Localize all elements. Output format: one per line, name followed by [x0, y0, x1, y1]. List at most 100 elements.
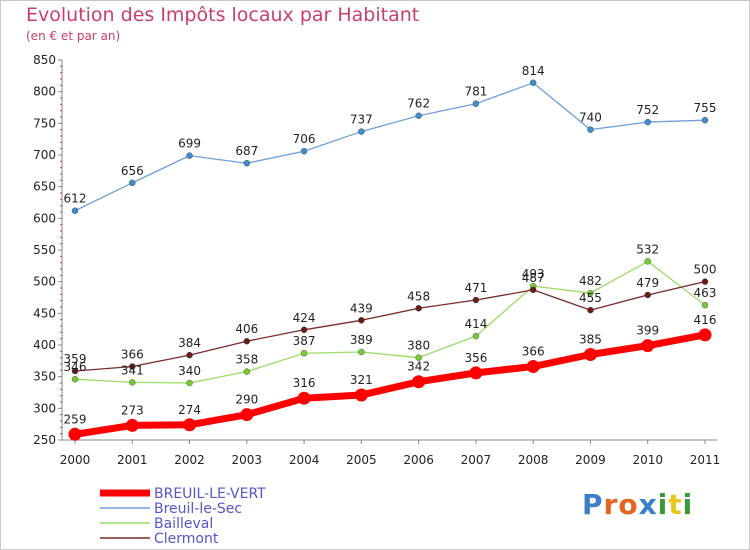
chart-title: Evolution des Impôts locaux par Habitant [26, 4, 420, 26]
data-label-breuil-le-vert: 416 [694, 313, 717, 327]
x-tick-label: 2002 [174, 453, 205, 467]
x-tick-label: 2006 [403, 453, 434, 467]
data-label-breuil-le-sec: 699 [178, 137, 201, 151]
data-label-bailleval: 389 [350, 333, 373, 347]
data-point-breuil-le-vert [68, 427, 82, 441]
data-label-breuil-le-sec: 737 [350, 113, 373, 127]
chart-subtitle: (en € et par an) [26, 29, 121, 43]
data-point-clermont [243, 338, 251, 345]
data-label-breuil-le-vert: 273 [121, 403, 144, 417]
data-point-bailleval [415, 354, 422, 361]
data-label-clermont: 439 [350, 301, 373, 315]
series-line-bailleval [74, 260, 706, 384]
data-label-bailleval: 482 [579, 274, 602, 288]
data-label-breuil-le-vert: 321 [350, 373, 373, 387]
data-label-breuil-le-vert: 290 [235, 393, 258, 407]
legend-label-bailleval: Bailleval [154, 516, 213, 532]
data-label-clermont: 479 [636, 276, 659, 290]
proxiti-logo: Proxiti [582, 488, 693, 521]
data-point-bailleval [300, 350, 308, 357]
y-tick-label: 500 [33, 275, 56, 289]
x-tick-label: 2007 [461, 453, 492, 467]
y-tick-label: 800 [33, 85, 56, 99]
x-tick-label: 2001 [117, 453, 148, 467]
axes: 250 300 350 400 450 500 550 600 650 700 750 800 850 2… [33, 53, 720, 467]
x-tick-label: 2010 [632, 453, 663, 467]
data-point-breuil-le-sec [300, 147, 308, 155]
data-label-bailleval: 346 [64, 360, 87, 374]
x-tick-label: 2011 [690, 453, 721, 467]
data-label-bailleval: 414 [464, 317, 487, 331]
data-point-clermont [358, 317, 365, 324]
data-label-clermont: 424 [293, 311, 316, 325]
data-point-breuil-le-sec [529, 79, 537, 87]
data-label-clermont: 487 [522, 271, 545, 285]
data-label-breuil-le-vert: 366 [522, 345, 545, 359]
logo-letter: x [638, 488, 658, 521]
data-point-clermont [300, 326, 308, 333]
data-label-breuil-le-vert: 399 [636, 324, 659, 338]
data-label-clermont: 366 [121, 348, 144, 362]
data-label-breuil-le-sec: 781 [464, 85, 487, 99]
y-tick-label: 750 [33, 116, 56, 130]
y-tick-label: 250 [33, 433, 56, 447]
data-point-clermont [186, 351, 193, 359]
data-point-bailleval [71, 376, 79, 383]
data-point-breuil-le-sec [243, 160, 251, 167]
data-label-breuil-le-vert: 259 [64, 412, 87, 426]
data-point-breuil-le-vert [183, 418, 197, 432]
data-point-bailleval [472, 332, 480, 340]
data-point-bailleval [186, 379, 193, 387]
data-point-breuil-le-sec [358, 128, 365, 135]
data-label-clermont: 458 [407, 289, 430, 303]
logo-letter: r [603, 488, 619, 521]
data-label-breuil-le-vert: 274 [178, 403, 201, 417]
data-point-clermont [587, 306, 594, 314]
data-label-breuil-le-sec: 752 [636, 103, 659, 117]
data-point-breuil-le-sec [71, 207, 79, 214]
data-label-clermont: 471 [464, 281, 487, 295]
data-label-bailleval: 380 [407, 339, 430, 353]
series-line-breuil-le-vert [74, 331, 706, 438]
x-tick-label: 2004 [289, 453, 320, 467]
data-point-breuil-le-vert [583, 348, 597, 361]
data-point-bailleval [358, 348, 365, 356]
data-point-breuil-le-vert [526, 360, 540, 374]
data-label-bailleval: 341 [121, 363, 144, 377]
data-point-breuil-le-sec [129, 179, 136, 187]
x-tick-label: 2005 [346, 453, 377, 467]
data-point-clermont [415, 305, 422, 312]
data-point-breuil-le-vert [240, 408, 254, 422]
y-tick-label: 850 [33, 53, 56, 67]
y-tick-label: 400 [33, 338, 56, 352]
legend: BREUIL-LE-VERTBreuil-le-SecBaillevalCler… [100, 486, 266, 547]
data-label-bailleval: 340 [178, 364, 201, 378]
data-point-bailleval [644, 258, 651, 265]
data-label-bailleval: 463 [694, 286, 717, 300]
data-point-breuil-le-vert [125, 418, 139, 432]
legend-label-breuil-le-sec: Breuil-le-Sec [154, 501, 242, 517]
data-label-clermont: 406 [235, 322, 258, 336]
series-line-clermont [74, 281, 706, 372]
data-label-breuil-le-sec: 612 [64, 192, 87, 206]
data-label-clermont: 455 [579, 291, 602, 305]
series-line-breuil-le-sec [74, 82, 706, 212]
data-label-breuil-le-sec: 706 [293, 132, 316, 146]
data-point-clermont [701, 278, 709, 285]
logo-letter: P [582, 488, 604, 521]
y-tick-label: 650 [33, 180, 56, 194]
data-point-breuil-le-sec [644, 118, 651, 126]
logo-letter: i [682, 488, 694, 521]
data-point-breuil-le-sec [587, 126, 594, 133]
y-tick-label: 550 [33, 243, 56, 257]
data-label-bailleval: 358 [235, 353, 258, 367]
data-point-bailleval [587, 289, 594, 297]
data-point-breuil-le-sec [415, 112, 422, 119]
data-label-clermont: 359 [64, 352, 87, 366]
y-tick-label: 600 [33, 211, 56, 225]
logo-letter: t [668, 488, 683, 521]
data-label-clermont: 500 [694, 263, 717, 277]
